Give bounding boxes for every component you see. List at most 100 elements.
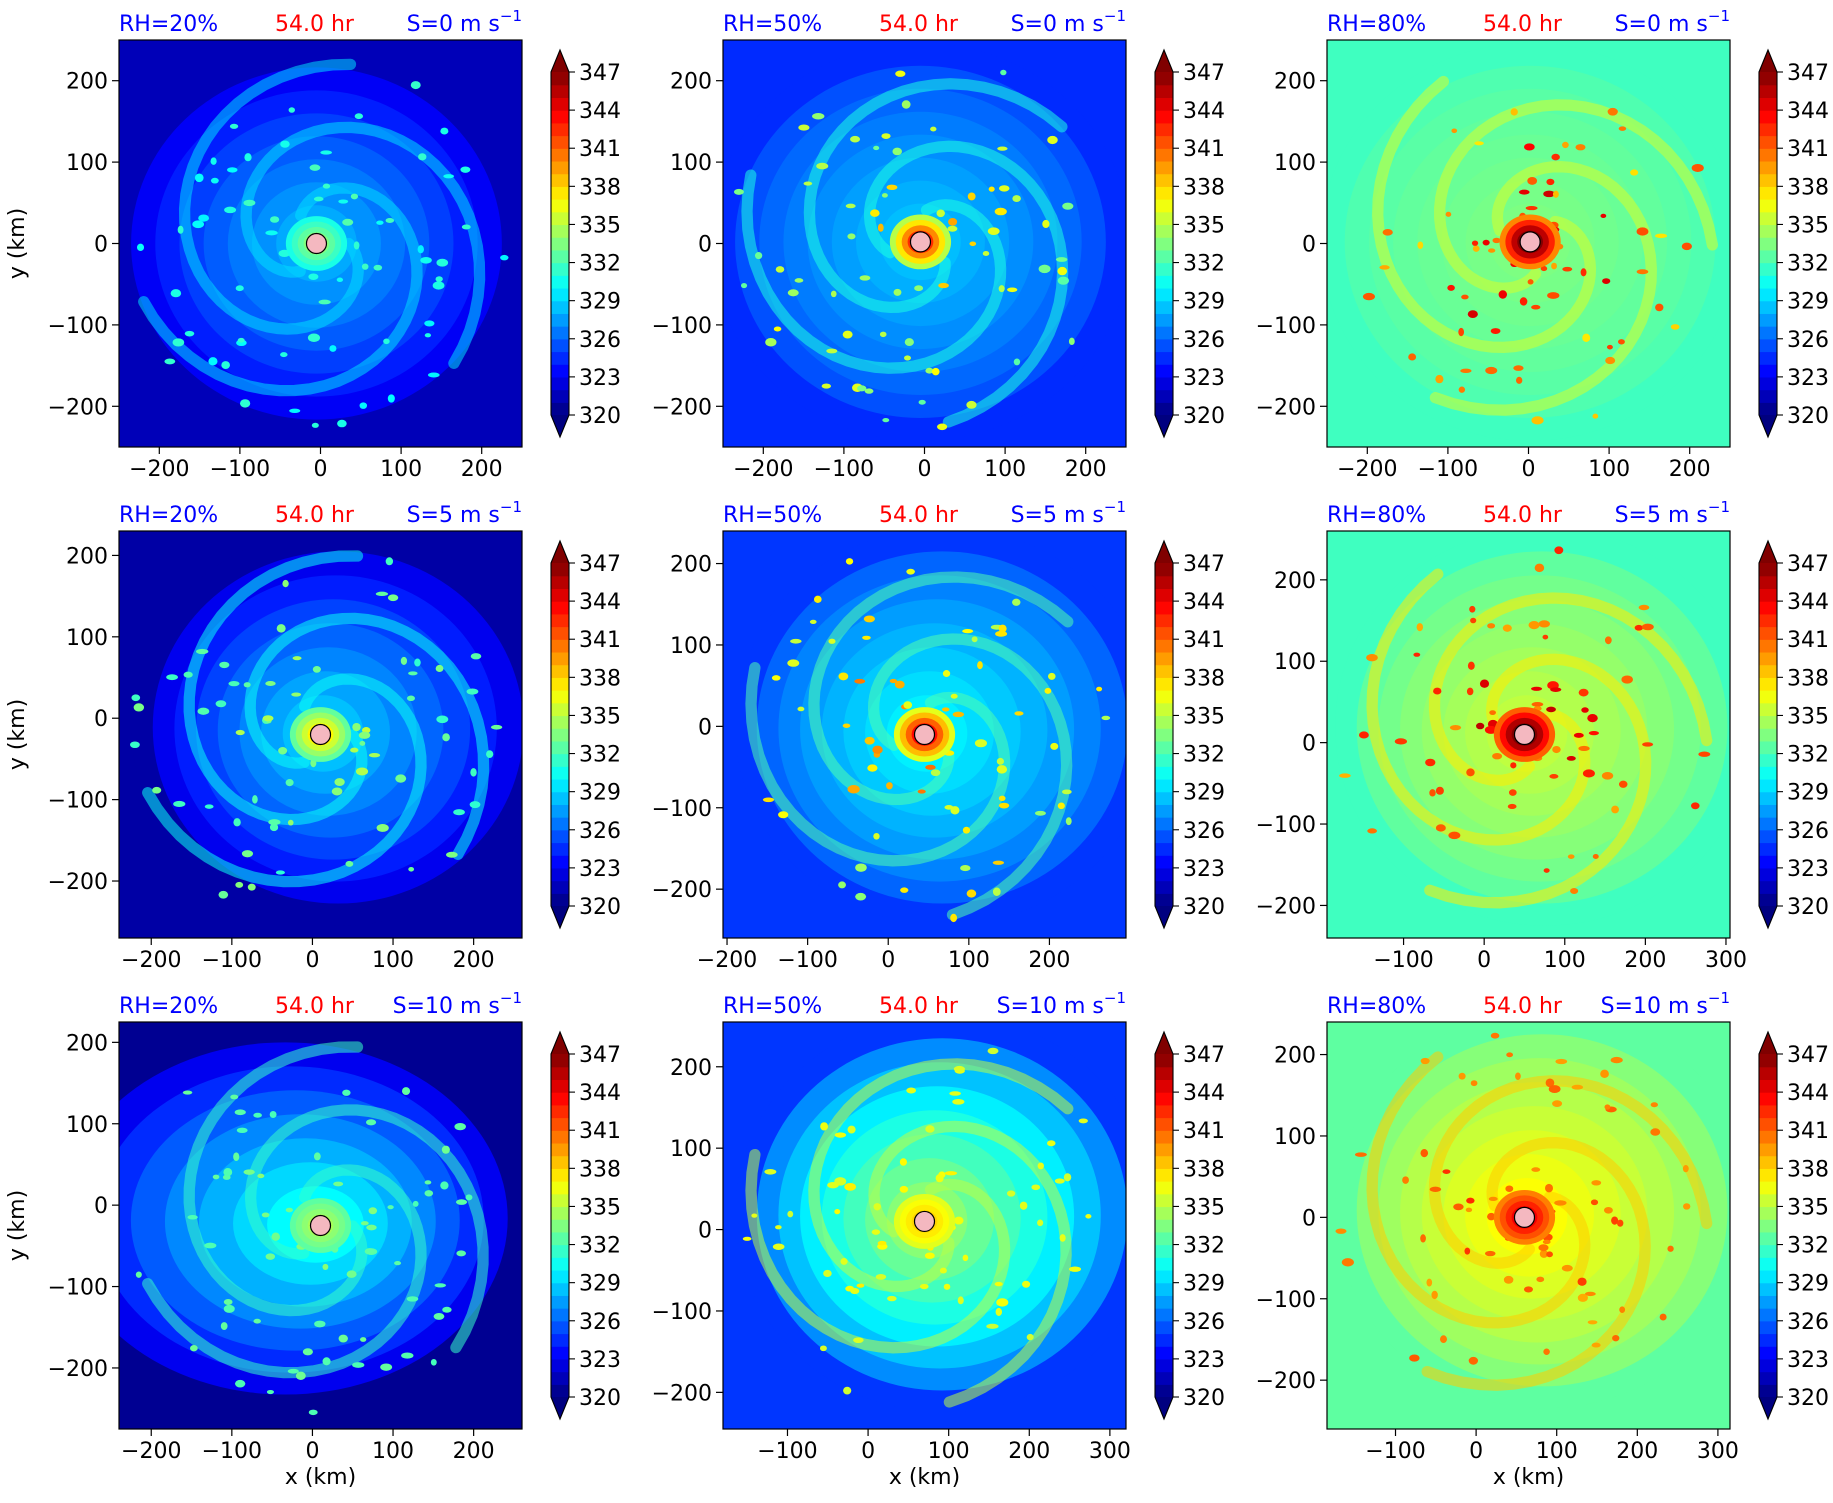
x-tick-label: 100 [928, 1439, 970, 1464]
field-r1c2 [1327, 531, 1730, 938]
convective-cell [236, 1127, 248, 1133]
colorbar-tick-label: 326 [1183, 1310, 1225, 1335]
colorbar-bin [551, 1346, 569, 1360]
colorbar-bin [1155, 880, 1173, 894]
convective-cell [308, 273, 319, 281]
panel-r0c1: −200 −100 0 100 200 −200 −100 0 100 200 RH=50% 54.0… [652, 7, 1225, 482]
convective-cell [424, 1180, 432, 1185]
colorbar-bin [1759, 639, 1777, 653]
colorbar-tick-label: 344 [1787, 1081, 1829, 1106]
convective-cell [1019, 1201, 1028, 1210]
y-tick-label: −200 [1256, 1369, 1316, 1394]
x-tick-label: −100 [210, 457, 270, 482]
colorbar-tick-label: 326 [1787, 819, 1829, 844]
colorbar-tick-label: 335 [1787, 1195, 1829, 1220]
y-tick-label: −100 [652, 314, 712, 339]
convective-cell [886, 782, 893, 790]
colorbar-bin [551, 1282, 569, 1296]
convective-cell [1458, 327, 1465, 337]
colorbar-bin [551, 1244, 569, 1258]
colorbar-tick-label: 338 [579, 1157, 621, 1182]
convective-cell [406, 695, 415, 702]
convective-cell [1047, 135, 1058, 145]
convective-cell [962, 1254, 969, 1262]
convective-cell [892, 147, 902, 156]
convective-cell [996, 765, 1008, 774]
convective-cell [952, 1098, 965, 1105]
colorbar-bin [551, 1358, 569, 1373]
convective-cell [859, 275, 871, 281]
panel-title-rh: RH=20% [119, 503, 218, 528]
convective-cell [988, 186, 995, 192]
convective-cell [302, 1348, 313, 1356]
colorbar-extend-min [551, 1397, 569, 1419]
y-tick-label: −200 [48, 870, 108, 895]
rainband [745, 1148, 1011, 1354]
convective-cell [845, 203, 856, 209]
panel-title-shear: S=0 m s−1 [1615, 7, 1730, 37]
rainband [1428, 1075, 1713, 1269]
convective-cell [385, 557, 394, 566]
convective-cell [1531, 701, 1544, 707]
colorbar-bin [1155, 1384, 1173, 1398]
convective-cell [952, 711, 965, 718]
shear-exponent: −1 [500, 989, 522, 1007]
colorbar-bin [1155, 376, 1173, 391]
convective-cell [442, 733, 450, 742]
storm-center-marker [309, 1214, 332, 1237]
convective-cell [262, 715, 274, 722]
colorbar-bin [1155, 275, 1173, 289]
colorbar-bin [1155, 1104, 1173, 1119]
convective-cell [152, 786, 162, 794]
colorbar-bin [1759, 1269, 1777, 1284]
convective-cell [354, 113, 364, 120]
convective-cell [220, 1322, 228, 1330]
x-tick-label: 100 [1588, 457, 1630, 482]
convective-cell [1600, 213, 1607, 219]
convective-cell [1698, 751, 1711, 757]
colorbar-bin [1759, 893, 1777, 907]
convective-cell [864, 388, 874, 394]
colorbar-bin [551, 1181, 569, 1195]
convective-cell [1479, 679, 1490, 688]
convective-cell [765, 337, 777, 347]
convective-cell [813, 595, 822, 603]
convective-cell [936, 209, 945, 218]
convective-cell [1047, 672, 1056, 680]
convective-cell [1603, 1206, 1613, 1214]
convective-cell [1580, 268, 1587, 277]
convective-cell [280, 140, 290, 148]
convective-cell [346, 1270, 357, 1278]
colorbar-bin [1759, 1320, 1777, 1335]
colorbar-bin [1759, 135, 1777, 149]
convective-cell [235, 729, 245, 736]
convective-cell [1592, 854, 1599, 859]
convective-cell [224, 206, 237, 214]
x-tick-label: 100 [948, 948, 990, 973]
convective-cell [1000, 69, 1007, 76]
colorbar-bin [1759, 148, 1777, 162]
colorbar-bin [1155, 1054, 1173, 1068]
convective-cell [456, 1250, 466, 1257]
colorbar-bin [551, 728, 569, 742]
convective-cell [1487, 1212, 1496, 1221]
colorbar-bin [1155, 110, 1173, 124]
convective-cell [844, 1182, 857, 1191]
convective-cell [966, 400, 977, 409]
convective-cell [1451, 128, 1458, 134]
rainband [1372, 75, 1597, 354]
convective-cell [943, 1283, 951, 1290]
colorbar-tick-label: 335 [579, 213, 621, 238]
y-tick-label: 200 [1274, 70, 1316, 95]
x-tick-label: 0 [918, 457, 932, 482]
convective-cell [1044, 687, 1052, 694]
convective-cell [1590, 1199, 1599, 1206]
convective-cell [1562, 141, 1569, 149]
x-tick-label: −200 [733, 457, 793, 482]
convective-cell [969, 241, 977, 247]
colorbar-bin [551, 1142, 569, 1157]
convective-cell [901, 100, 911, 109]
colorbar-tick-label: 347 [1183, 61, 1225, 86]
rainband [1429, 161, 1657, 416]
colorbar-bin [1759, 1181, 1777, 1195]
